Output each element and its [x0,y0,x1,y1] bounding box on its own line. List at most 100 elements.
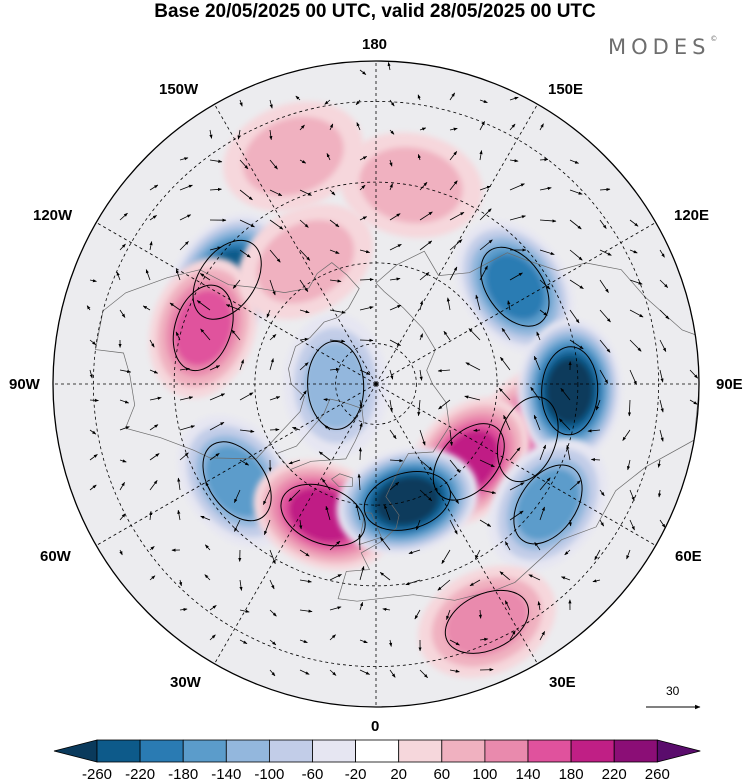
wind-vector-arrow [539,158,549,162]
wind-vector-arrow [564,549,571,556]
wind-vector-arrow [269,219,284,230]
wind-vector-arrow [299,579,312,583]
wind-vector-arrow [659,249,665,258]
wind-vector-arrow [449,459,461,473]
wind-vector-arrow [590,458,601,462]
wind-vector-arrow [266,309,271,318]
wind-vector-arrow [209,452,220,461]
wind-vector-arrow [149,184,159,191]
wind-vector-arrow [326,153,331,161]
wind-vector-arrow [389,243,402,251]
wind-vector-arrow [419,300,424,311]
wind-vector-arrow [299,249,311,261]
wind-vector-arrow [209,605,217,611]
wind-vector-arrow [359,669,370,675]
wind-vector-arrow [384,504,391,521]
wind-vector-arrow [438,399,451,410]
wind-vector-arrow [569,480,581,491]
wind-vector-arrow [175,269,181,281]
wind-vector-arrow [446,297,451,311]
wind-vector-arrow [232,279,241,289]
wind-vector-arrow [329,339,346,343]
lon-label-90e: 90E [716,376,743,393]
wind-vector-arrow [539,279,551,290]
wind-vector-arrow [269,129,273,141]
wind-vector-arrow [473,428,481,432]
wind-vector-arrow [148,510,153,521]
wind-vector-arrow [599,489,605,497]
wind-vector-arrow [237,129,241,140]
wind-vector-arrow [329,279,342,283]
wind-vector-arrow [528,574,541,581]
wind-vector-arrow [479,121,485,131]
wind-vector-arrow [500,356,511,371]
wind-vector-arrow [560,387,571,401]
wind-vector-arrow [499,571,511,581]
wind-vector-arrow [269,358,274,371]
wind-vector-arrow [417,94,421,101]
wind-vector-arrow [569,159,579,164]
wind-vector-arrow [239,579,243,591]
wind-vector-arrow [389,339,401,346]
wind-vector-arrow [269,99,273,109]
negative-anomaly-blob [455,220,575,353]
wind-vector-arrow [269,279,276,296]
wind-vector-arrow [239,392,254,401]
wind-vector-arrow [179,452,189,461]
wind-vector-arrow [329,189,336,196]
wind-vector-arrow [419,429,426,446]
wind-vector-arrow [231,329,241,341]
colorbar-tick-label: -220 [125,766,156,783]
colorbar-tick-label: 100 [472,766,498,783]
wind-vector-arrow [599,339,611,353]
wind-vector-arrow [119,243,126,251]
wind-vector-arrow [475,549,481,560]
wind-vector-arrow [479,637,489,641]
contour-line [444,589,530,654]
wind-vector-arrow [234,489,241,503]
wind-vector-arrow [89,339,97,346]
contour-line [480,246,550,327]
wind-vector-arrow [509,482,525,491]
wind-vector-arrow [479,185,491,191]
coastline [331,473,353,487]
wind-vector-arrow [359,369,371,375]
wind-vector-arrow [234,519,241,532]
wind-vector-arrow [119,426,130,431]
wind-vector-arrow [89,484,97,491]
wind-vector-arrow [329,606,342,611]
wind-vector-arrow [657,459,661,468]
colorbar-tick-label: -100 [254,766,285,783]
colorbar-tick-label: -260 [81,766,113,783]
contour-line [496,396,559,483]
wind-vector-arrow [657,489,662,498]
wind-vector-arrow [509,510,524,521]
lon-label-150w: 150W [159,81,199,98]
wind-vector-arrow [149,480,158,491]
wind-vector-arrow [414,609,421,620]
wind-vector-arrow [501,327,511,341]
wind-vector-arrow [419,211,433,221]
wind-vector-arrow [196,300,211,311]
wind-vector-arrow [387,62,391,71]
wind-vector-arrow [468,328,481,341]
wind-vector-arrow [449,489,459,504]
wind-vector-arrow [269,609,277,617]
contour-line [280,483,366,547]
colorbar-tick-label: -20 [344,766,367,783]
wind-vector-arrow [465,362,481,371]
wind-vector-arrow [479,265,488,281]
wind-vector-arrow [417,154,421,161]
wind-vector-arrow [209,393,226,401]
wind-vector-arrow [299,124,305,131]
wind-vector-arrow [599,279,609,293]
wind-vector-arrow [464,395,481,401]
wind-vector-arrow [626,459,631,471]
wind-vector-arrow [269,396,281,401]
wind-vector-arrow [389,459,404,463]
wind-vector-arrow [443,330,451,341]
wind-vector-arrow [177,509,181,521]
positive-anomaly-blob [223,101,364,212]
wind-vector-arrow [509,96,519,101]
wind-vector-arrow [379,572,391,581]
